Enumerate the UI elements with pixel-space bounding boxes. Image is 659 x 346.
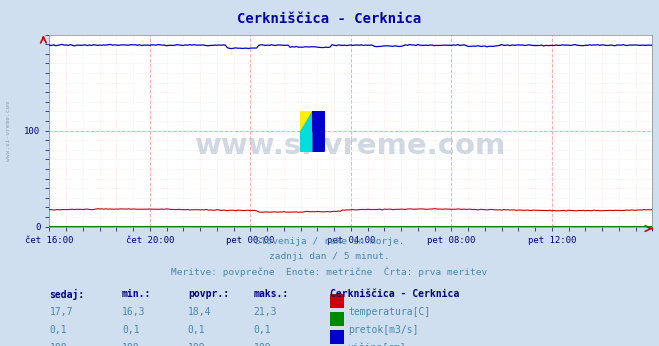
Text: 189: 189 (254, 343, 272, 346)
Text: 189: 189 (188, 343, 206, 346)
Text: 188: 188 (49, 343, 67, 346)
Text: maks.:: maks.: (254, 289, 289, 299)
Text: min.:: min.: (122, 289, 152, 299)
Text: pretok[m3/s]: pretok[m3/s] (348, 325, 418, 335)
Text: www.si-vreme.com: www.si-vreme.com (6, 101, 11, 162)
Text: Cerkniščica - Cerknica: Cerkniščica - Cerknica (237, 12, 422, 26)
Text: sedaj:: sedaj: (49, 289, 84, 300)
Text: višina[cm]: višina[cm] (348, 343, 407, 346)
Polygon shape (312, 111, 325, 152)
Polygon shape (312, 111, 325, 152)
Text: zadnji dan / 5 minut.: zadnji dan / 5 minut. (269, 252, 390, 261)
Text: temperatura[C]: temperatura[C] (348, 307, 430, 317)
Text: 18,4: 18,4 (188, 307, 212, 317)
Text: Meritve: povprečne  Enote: metrične  Črta: prva meritev: Meritve: povprečne Enote: metrične Črta:… (171, 266, 488, 276)
Text: 21,3: 21,3 (254, 307, 277, 317)
Polygon shape (300, 111, 312, 131)
Text: 0,1: 0,1 (122, 325, 140, 335)
Text: www.si-vreme.com: www.si-vreme.com (195, 132, 507, 160)
Text: povpr.:: povpr.: (188, 289, 229, 299)
Text: 0,1: 0,1 (254, 325, 272, 335)
Text: 188: 188 (122, 343, 140, 346)
Text: 0,1: 0,1 (49, 325, 67, 335)
Text: 17,7: 17,7 (49, 307, 73, 317)
Text: Slovenija / reke in morje.: Slovenija / reke in morje. (255, 237, 404, 246)
Text: 16,3: 16,3 (122, 307, 146, 317)
Text: Cerkniščica - Cerknica: Cerkniščica - Cerknica (330, 289, 459, 299)
Text: 0,1: 0,1 (188, 325, 206, 335)
Polygon shape (300, 111, 312, 152)
